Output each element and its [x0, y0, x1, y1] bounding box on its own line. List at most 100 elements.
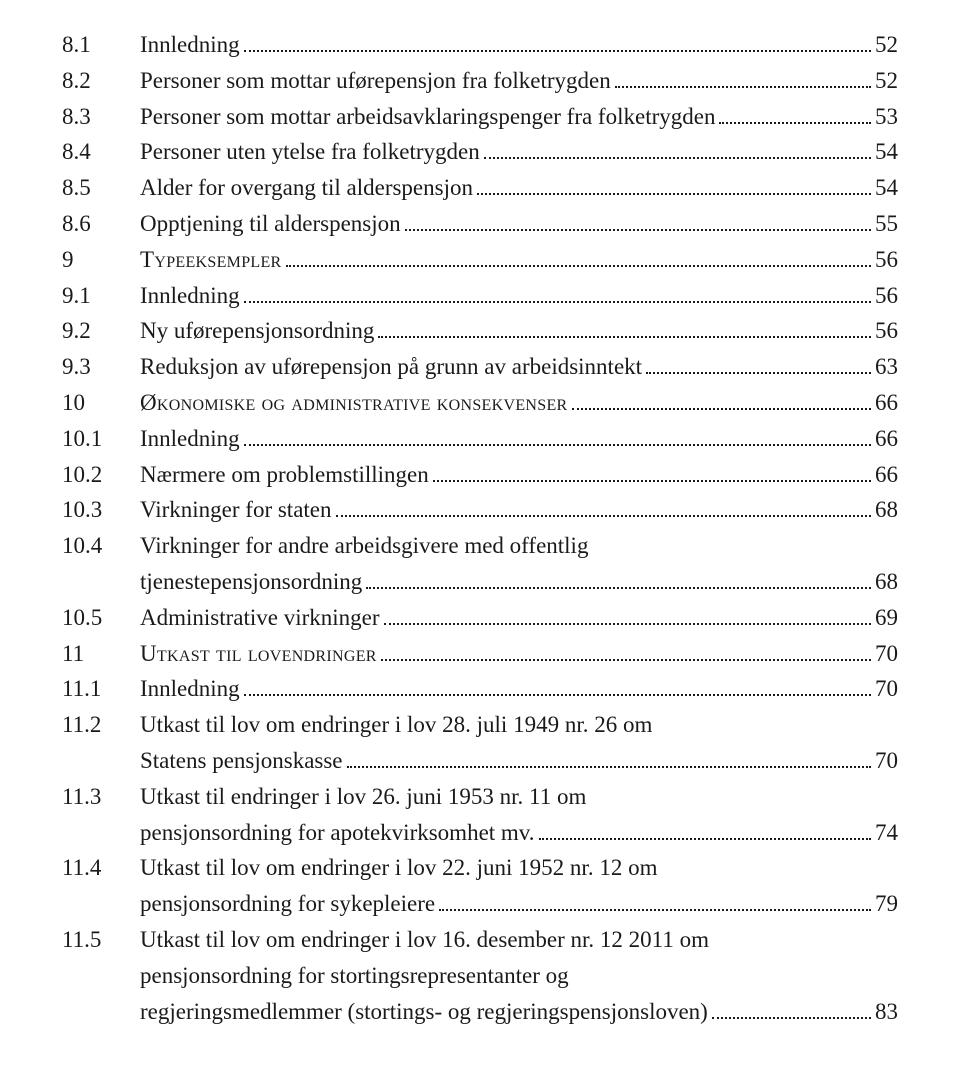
toc-label: Administrative virkninger — [140, 601, 380, 635]
toc-number: 10.4 — [62, 529, 140, 563]
toc-number: 11.4 — [62, 851, 140, 885]
toc-leader-dots — [646, 372, 871, 374]
toc-number: 9.2 — [62, 314, 140, 348]
toc-label: Personer som mottar arbeidsavklaringspen… — [140, 100, 715, 134]
toc-entry: 10.2Nærmere om problemstillingen 66 — [62, 458, 898, 492]
toc-leader-dots — [244, 50, 871, 52]
toc-entry: tjenestepensjonsordning 68 — [62, 565, 898, 599]
toc-leader-dots — [244, 694, 871, 696]
toc-page: 54 — [875, 171, 898, 205]
toc-page: 70 — [875, 637, 898, 671]
toc-label: Opptjening til alderspensjon — [140, 207, 401, 241]
toc-label: Alder for overgang til alderspensjon — [140, 171, 473, 205]
toc-page: 54 — [875, 135, 898, 169]
toc-leader-dots — [439, 909, 871, 911]
toc-page: 55 — [875, 207, 898, 241]
toc-leader-dots — [712, 1017, 871, 1019]
toc-leader-dots — [719, 122, 871, 124]
toc-label: Virkninger for staten — [140, 493, 332, 527]
toc-page: 66 — [875, 422, 898, 456]
toc-leader-dots — [433, 480, 871, 482]
toc-number: 8.6 — [62, 207, 140, 241]
toc-number: 8.4 — [62, 135, 140, 169]
toc-number: 9.3 — [62, 350, 140, 384]
toc-label: pensjonsordning for apotekvirksomhet mv. — [140, 816, 535, 850]
toc-label: Utkast til endringer i lov 26. juni 1953… — [140, 780, 586, 814]
toc-page: 70 — [875, 744, 898, 778]
toc-page: 70 — [875, 672, 898, 706]
toc-entry: 11.2Utkast til lov om endringer i lov 28… — [62, 708, 898, 742]
toc-entry: 8.6Opptjening til alderspensjon 55 — [62, 207, 898, 241]
toc-leader-dots — [244, 301, 871, 303]
toc-entry: 9.2Ny uførepensjonsordning56 — [62, 314, 898, 348]
toc-number: 10.3 — [62, 493, 140, 527]
toc-number: 10.1 — [62, 422, 140, 456]
toc-page: 56 — [875, 243, 898, 277]
toc-entry: pensjonsordning for stortingsrepresentan… — [62, 959, 898, 993]
toc-entry: 10.4Virkninger for andre arbeidsgivere m… — [62, 529, 898, 563]
toc-leader-dots — [615, 86, 871, 88]
toc-entry: 11.4Utkast til lov om endringer i lov 22… — [62, 851, 898, 885]
toc-label: Personer uten ytelse fra folketrygden — [140, 135, 480, 169]
toc-entry: 11Utkast til lovendringer70 — [62, 637, 898, 671]
toc-number: 8.2 — [62, 64, 140, 98]
toc-label: Reduksjon av uførepensjon på grunn av ar… — [140, 350, 642, 384]
toc-page: 52 — [875, 28, 898, 62]
toc-entry: 10.5Administrative virkninger69 — [62, 601, 898, 635]
toc-label: Ny uførepensjonsordning — [140, 314, 374, 348]
toc-number: 10 — [62, 386, 140, 420]
toc-leader-dots — [572, 408, 872, 410]
toc-page: 74 — [875, 816, 898, 850]
toc-label: Utkast til lovendringer — [140, 637, 377, 671]
toc-entry: 8.3Personer som mottar arbeidsavklarings… — [62, 100, 898, 134]
toc-entry: pensjonsordning for apotekvirksomhet mv.… — [62, 816, 898, 850]
toc-label: Nærmere om problemstillingen — [140, 458, 429, 492]
toc-page: 68 — [875, 493, 898, 527]
toc-entry: 9.3Reduksjon av uførepensjon på grunn av… — [62, 350, 898, 384]
toc-entry: 8.4Personer uten ytelse fra folketrygden… — [62, 135, 898, 169]
toc-leader-dots — [539, 838, 871, 840]
toc-entry: 10Økonomiske og administrative konsekven… — [62, 386, 898, 420]
toc-leader-dots — [286, 265, 871, 267]
toc-number: 11.1 — [62, 672, 140, 706]
toc-number: 11.2 — [62, 708, 140, 742]
toc-page: 66 — [875, 386, 898, 420]
toc-label: Typeeksempler — [140, 243, 282, 277]
toc-number: 10.5 — [62, 601, 140, 635]
toc-entry: 11.1Innledning 70 — [62, 672, 898, 706]
toc-leader-dots — [244, 444, 871, 446]
toc-number: 8.5 — [62, 171, 140, 205]
toc-leader-dots — [381, 659, 871, 661]
toc-entry: 9.1Innledning56 — [62, 279, 898, 313]
toc-label: pensjonsordning for sykepleiere — [140, 887, 435, 921]
toc-number: 9.1 — [62, 279, 140, 313]
toc-label: tjenestepensjonsordning — [140, 565, 362, 599]
toc-label: Personer som mottar uførepensjon fra fol… — [140, 64, 611, 98]
toc-page: 66 — [875, 458, 898, 492]
toc-entry: pensjonsordning for sykepleiere 79 — [62, 887, 898, 921]
toc-label: Innledning — [140, 422, 240, 456]
toc-entry: 10.3Virkninger for staten 68 — [62, 493, 898, 527]
toc-entry: 11.3Utkast til endringer i lov 26. juni … — [62, 780, 898, 814]
toc-page: 63 — [875, 350, 898, 384]
toc-label: Statens pensjonskasse — [140, 744, 343, 778]
toc-page: 83 — [875, 995, 898, 1029]
toc-entry: 8.5Alder for overgang til alderspensjon 5… — [62, 171, 898, 205]
toc-label: Virkninger for andre arbeidsgivere med o… — [140, 529, 588, 563]
toc-label: Innledning — [140, 28, 240, 62]
toc-entry: 8.1Innledning 52 — [62, 28, 898, 62]
toc-label: Utkast til lov om endringer i lov 22. ju… — [140, 851, 657, 885]
toc-entry: 9Typeeksempler56 — [62, 243, 898, 277]
toc-number: 11.3 — [62, 780, 140, 814]
toc-page: 79 — [875, 887, 898, 921]
toc-leader-dots — [477, 193, 871, 195]
toc-number: 8.1 — [62, 28, 140, 62]
toc-label: regjeringsmedlemmer (stortings- og regje… — [140, 995, 708, 1029]
toc-leader-dots — [347, 766, 871, 768]
toc-entry: Statens pensjonskasse 70 — [62, 744, 898, 778]
table-of-contents: 8.1Innledning528.2Personer som mottar uf… — [62, 28, 898, 1028]
toc-label: Utkast til lov om endringer i lov 28. ju… — [140, 708, 652, 742]
toc-number: 10.2 — [62, 458, 140, 492]
toc-page: 68 — [875, 565, 898, 599]
toc-label: Innledning — [140, 672, 240, 706]
